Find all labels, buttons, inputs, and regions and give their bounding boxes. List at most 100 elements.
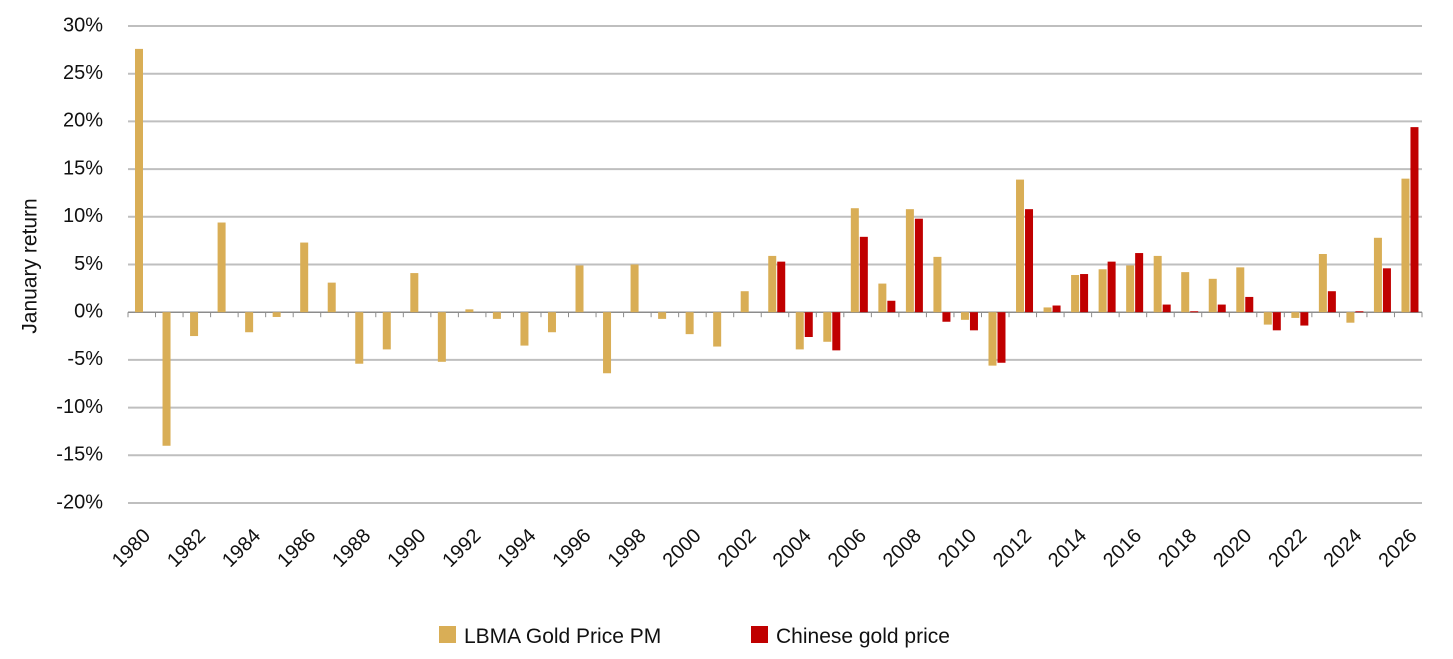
bar-lbma-1988 bbox=[355, 312, 364, 364]
bar-lbma-2006 bbox=[850, 208, 859, 313]
bar-chinese-2022 bbox=[1300, 312, 1309, 326]
zero-axis bbox=[127, 311, 1423, 318]
bar-chinese-2015 bbox=[1107, 261, 1116, 313]
bar-chinese-2018 bbox=[1190, 311, 1199, 313]
bar-chinese-2026 bbox=[1410, 127, 1419, 313]
bar-chinese-2006 bbox=[859, 236, 868, 313]
x-tick-label: 2026 bbox=[1374, 525, 1421, 572]
bar-lbma-1981 bbox=[162, 312, 171, 446]
bar-lbma-1989 bbox=[382, 312, 391, 350]
y-tick-label: 15% bbox=[63, 157, 103, 179]
y-axis-tick-labels: -20% -15% -10% -5% 0% 5% 10% 15% 20% 25% 30% bbox=[56, 14, 103, 513]
bar-lbma-2026 bbox=[1401, 178, 1410, 313]
legend-label-chinese: Chinese gold price bbox=[776, 625, 950, 648]
x-tick-label: 1994 bbox=[493, 525, 540, 572]
x-tick-label: 1998 bbox=[604, 525, 651, 572]
y-tick-label: -10% bbox=[56, 396, 103, 418]
legend-swatch-lbma bbox=[439, 626, 456, 643]
bar-chinese-2023 bbox=[1327, 291, 1336, 313]
y-tick-label: 20% bbox=[63, 110, 103, 132]
bar-lbma-2013 bbox=[1043, 307, 1052, 313]
y-tick-label: -15% bbox=[56, 444, 103, 466]
y-tick-label: 0% bbox=[74, 300, 103, 322]
bar-lbma-2014 bbox=[1071, 274, 1080, 313]
bar-lbma-2005 bbox=[823, 312, 832, 342]
bars-group bbox=[135, 48, 1419, 446]
bar-lbma-2024 bbox=[1346, 312, 1355, 323]
bar-chinese-2012 bbox=[1025, 209, 1034, 313]
x-tick-label: 2014 bbox=[1044, 525, 1091, 572]
bar-lbma-2008 bbox=[905, 209, 914, 313]
bar-lbma-2019 bbox=[1208, 278, 1217, 313]
bar-lbma-1993 bbox=[492, 312, 501, 319]
bar-chinese-2019 bbox=[1217, 304, 1226, 313]
y-tick-label: -20% bbox=[56, 491, 103, 513]
x-tick-label: 2020 bbox=[1209, 525, 1256, 572]
x-tick-label: 1990 bbox=[383, 525, 430, 572]
bar-chinese-2007 bbox=[887, 300, 896, 313]
bar-lbma-2011 bbox=[988, 312, 997, 366]
x-tick-label: 1980 bbox=[108, 525, 155, 572]
bar-lbma-1997 bbox=[603, 312, 612, 374]
bar-chinese-2025 bbox=[1382, 268, 1391, 313]
bar-chinese-2003 bbox=[777, 261, 786, 313]
bar-chinese-2009 bbox=[942, 312, 951, 322]
bar-chinese-2005 bbox=[832, 312, 841, 351]
bar-lbma-2015 bbox=[1098, 269, 1107, 313]
bar-chinese-2004 bbox=[804, 312, 813, 338]
bar-lbma-2000 bbox=[685, 312, 694, 335]
bar-lbma-2002 bbox=[740, 291, 749, 313]
x-tick-label: 1996 bbox=[549, 525, 596, 572]
bar-chinese-2016 bbox=[1135, 253, 1144, 313]
bar-lbma-1991 bbox=[437, 312, 446, 362]
x-tick-label: 1992 bbox=[438, 525, 485, 572]
x-tick-label: 2022 bbox=[1264, 525, 1311, 572]
bar-lbma-2003 bbox=[768, 255, 777, 313]
bar-chinese-2024 bbox=[1355, 311, 1364, 313]
x-tick-label: 1984 bbox=[218, 525, 265, 572]
bar-lbma-2021 bbox=[1263, 312, 1272, 325]
bar-lbma-2001 bbox=[713, 312, 722, 347]
x-tick-label: 2002 bbox=[714, 525, 761, 572]
x-axis-tick-labels: 1980 1982 1984 1986 1988 1990 1992 1994 1996 1998… bbox=[108, 525, 1421, 572]
x-tick-label: 2024 bbox=[1319, 525, 1366, 572]
bar-lbma-1985 bbox=[272, 312, 281, 317]
bar-lbma-2020 bbox=[1236, 267, 1245, 313]
bar-lbma-2022 bbox=[1291, 312, 1300, 318]
bar-lbma-1994 bbox=[520, 312, 529, 346]
x-tick-label: 2008 bbox=[879, 525, 926, 572]
bar-chinese-2011 bbox=[997, 312, 1006, 363]
bar-lbma-2017 bbox=[1153, 255, 1162, 313]
bar-lbma-2007 bbox=[878, 283, 887, 313]
bar-lbma-1990 bbox=[410, 273, 419, 313]
bar-lbma-1998 bbox=[630, 264, 639, 313]
bar-lbma-2023 bbox=[1318, 254, 1327, 313]
bar-lbma-1986 bbox=[300, 242, 309, 313]
y-tick-label: -5% bbox=[67, 348, 103, 370]
bar-chinese-2008 bbox=[914, 218, 923, 313]
bar-lbma-1982 bbox=[190, 312, 199, 337]
bar-lbma-2012 bbox=[1016, 179, 1025, 313]
bar-lbma-1996 bbox=[575, 265, 584, 313]
bar-lbma-1980 bbox=[135, 48, 143, 313]
y-tick-label: 30% bbox=[63, 14, 103, 36]
bar-chinese-2021 bbox=[1272, 312, 1281, 331]
bar-lbma-1995 bbox=[547, 312, 556, 333]
y-tick-label: 5% bbox=[74, 253, 103, 275]
bar-lbma-1992 bbox=[465, 309, 474, 313]
x-tick-label: 2006 bbox=[824, 525, 871, 572]
x-tick-label: 2016 bbox=[1099, 525, 1146, 572]
y-tick-label: 25% bbox=[63, 62, 103, 84]
x-tick-label: 2018 bbox=[1154, 525, 1201, 572]
bar-chinese-2017 bbox=[1162, 304, 1171, 313]
bar-chinese-2013 bbox=[1052, 305, 1061, 313]
bar-lbma-2018 bbox=[1181, 272, 1190, 313]
bar-lbma-2010 bbox=[960, 312, 969, 320]
x-tick-label: 2010 bbox=[934, 525, 981, 572]
bar-lbma-1999 bbox=[658, 312, 667, 319]
bar-lbma-1987 bbox=[327, 282, 336, 313]
y-tick-label: 10% bbox=[63, 205, 103, 227]
bar-lbma-2009 bbox=[933, 256, 942, 313]
legend-label-lbma: LBMA Gold Price PM bbox=[464, 625, 661, 648]
